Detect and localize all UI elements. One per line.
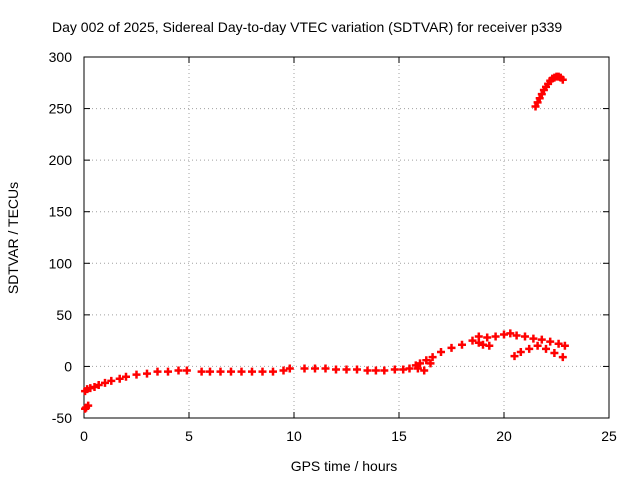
data-point <box>537 90 546 99</box>
x-axis-label: GPS time / hours <box>291 458 398 474</box>
data-point <box>531 102 540 111</box>
data-point <box>182 366 191 375</box>
data-point <box>363 366 372 375</box>
data-point <box>437 347 445 356</box>
data-point <box>529 334 538 343</box>
data-point <box>558 353 567 362</box>
y-axis-label: SDTVAR / TECUs <box>5 182 21 294</box>
data-point <box>153 367 162 376</box>
data-point <box>560 341 569 350</box>
y-tick-label: 200 <box>49 152 73 168</box>
y-tick-label: 100 <box>49 255 73 271</box>
data-point <box>390 365 399 374</box>
data-point <box>416 359 424 368</box>
data-point <box>535 94 544 103</box>
data-point <box>143 369 151 378</box>
data-point <box>216 367 225 376</box>
data-point <box>248 367 256 376</box>
data-point <box>533 341 542 350</box>
x-tick-label: 5 <box>185 428 193 444</box>
grid-lines <box>84 57 609 418</box>
y-tick-label: 250 <box>49 101 73 117</box>
data-point <box>405 364 414 373</box>
data-point <box>558 75 567 84</box>
data-point <box>342 365 351 374</box>
y-ticks: -50 0 50 100 150 200 250 300 <box>49 49 609 426</box>
data-point <box>94 380 103 389</box>
data-point <box>206 367 214 376</box>
data-point <box>491 332 500 341</box>
x-tick-label: 15 <box>391 428 407 444</box>
chart-title: Day 002 of 2025, Sidereal Day-to-day VTE… <box>52 19 562 35</box>
x-tick-label: 20 <box>496 428 512 444</box>
series-high-arc <box>531 72 567 111</box>
data-point <box>300 364 309 373</box>
data-point <box>371 366 380 375</box>
data-point <box>332 365 340 374</box>
data-point <box>174 366 183 375</box>
data-point <box>227 367 235 376</box>
x-tick-label: 0 <box>80 428 88 444</box>
data-point <box>426 359 435 368</box>
data-point <box>485 341 494 350</box>
data-point <box>458 340 466 349</box>
data-point <box>546 337 555 346</box>
data-point <box>474 338 483 347</box>
data-point <box>516 347 525 356</box>
data-point <box>311 364 319 373</box>
data-point <box>115 374 124 383</box>
data-point <box>428 353 437 362</box>
data-point <box>420 366 429 375</box>
y-tick-label: -50 <box>52 410 72 426</box>
data-point <box>413 364 422 373</box>
data-point <box>512 331 521 340</box>
data-point <box>422 356 431 365</box>
data-point <box>107 376 116 385</box>
data-point <box>550 349 559 358</box>
x-tick-label: 25 <box>601 428 617 444</box>
data-point <box>84 401 93 410</box>
plot-frame <box>83 56 610 419</box>
data-point <box>321 364 330 373</box>
series-main <box>81 329 569 396</box>
y-tick-label: 150 <box>49 204 73 220</box>
data-point <box>533 98 542 107</box>
series-start-outlier <box>81 401 93 413</box>
data-point <box>483 333 492 342</box>
data-point <box>554 339 563 348</box>
data-point <box>542 344 550 353</box>
data-point <box>197 367 206 376</box>
data-point <box>468 336 477 345</box>
data-point <box>122 372 130 381</box>
x-tick-label: 10 <box>286 428 302 444</box>
data-point <box>525 344 534 353</box>
data-point <box>164 367 172 376</box>
data-point <box>380 366 389 375</box>
data-point <box>269 367 277 376</box>
data-point <box>506 329 515 338</box>
x-ticks: 0 5 10 15 20 25 <box>80 57 617 444</box>
data-point <box>90 383 99 392</box>
data-point <box>285 364 294 373</box>
y-tick-label: 300 <box>49 49 73 65</box>
data-point <box>353 365 361 374</box>
data-point <box>279 366 288 375</box>
data-point <box>521 332 529 341</box>
data-point <box>510 352 519 361</box>
data-points <box>81 72 569 413</box>
data-point <box>132 370 141 379</box>
data-point <box>101 378 109 387</box>
series-low-branch <box>413 338 567 375</box>
y-tick-label: 50 <box>56 307 72 323</box>
data-point <box>537 335 546 344</box>
y-tick-label: 0 <box>64 358 72 374</box>
data-point <box>258 367 267 376</box>
data-point <box>447 343 456 352</box>
data-point <box>237 367 246 376</box>
